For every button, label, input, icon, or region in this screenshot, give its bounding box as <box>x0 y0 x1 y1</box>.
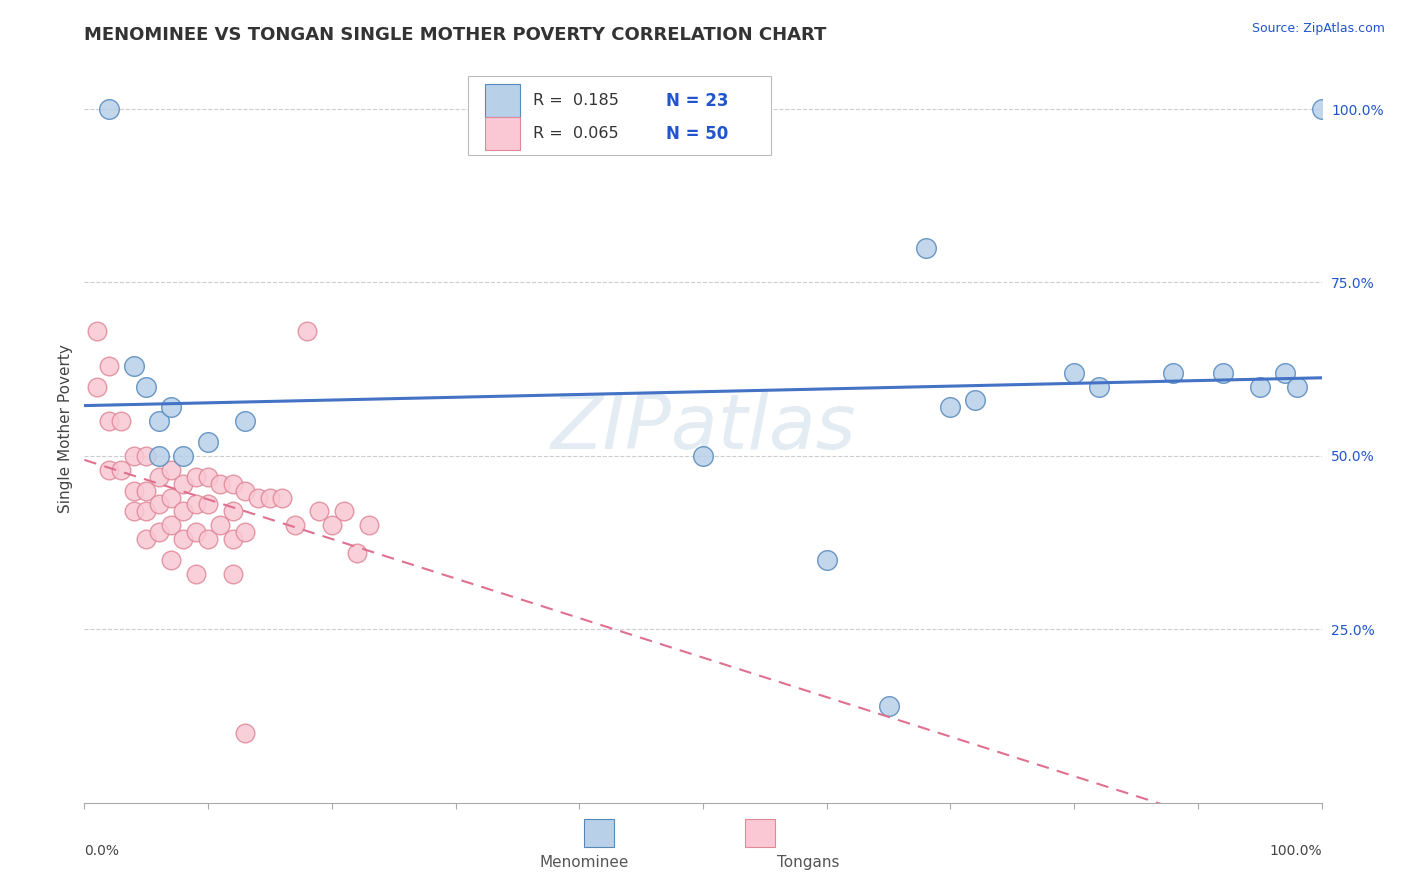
Tongans <box>321 518 343 533</box>
Text: 100.0%: 100.0% <box>1270 844 1322 858</box>
Tongans <box>98 359 121 373</box>
Text: ZIPatlas: ZIPatlas <box>550 392 856 465</box>
Tongans <box>160 463 183 477</box>
Menominee <box>1212 366 1234 380</box>
Menominee <box>692 449 714 463</box>
Menominee <box>98 102 121 116</box>
Text: N = 23: N = 23 <box>666 92 728 110</box>
Tongans <box>172 532 194 546</box>
Text: Source: ZipAtlas.com: Source: ZipAtlas.com <box>1251 22 1385 36</box>
Menominee <box>877 698 900 713</box>
FancyBboxPatch shape <box>745 819 775 847</box>
Tongans <box>184 566 207 581</box>
Tongans <box>333 504 356 518</box>
Tongans <box>122 483 145 498</box>
Tongans <box>209 476 232 491</box>
Tongans <box>233 525 256 540</box>
FancyBboxPatch shape <box>585 819 614 847</box>
Tongans <box>135 504 157 518</box>
Tongans <box>197 498 219 512</box>
Menominee <box>1063 366 1085 380</box>
Tongans <box>172 476 194 491</box>
Tongans <box>295 324 318 338</box>
Text: N = 50: N = 50 <box>666 125 728 143</box>
Tongans <box>222 476 245 491</box>
Tongans <box>110 463 132 477</box>
Menominee <box>1161 366 1184 380</box>
Tongans <box>86 324 108 338</box>
Text: 0.0%: 0.0% <box>84 844 120 858</box>
Tongans <box>233 726 256 740</box>
Text: R =  0.185: R = 0.185 <box>533 94 620 108</box>
Menominee <box>233 414 256 428</box>
Tongans <box>308 504 330 518</box>
FancyBboxPatch shape <box>485 84 520 117</box>
Tongans <box>135 449 157 463</box>
Menominee <box>1088 379 1111 393</box>
Tongans <box>197 532 219 546</box>
Tongans <box>148 525 170 540</box>
Tongans <box>246 491 269 505</box>
Tongans <box>122 449 145 463</box>
Menominee <box>122 359 145 373</box>
Tongans <box>184 498 207 512</box>
Tongans <box>86 379 108 393</box>
Tongans <box>98 414 121 428</box>
Tongans <box>222 504 245 518</box>
Y-axis label: Single Mother Poverty: Single Mother Poverty <box>58 343 73 513</box>
Tongans <box>346 546 368 560</box>
Tongans <box>148 498 170 512</box>
Menominee <box>148 414 170 428</box>
Text: MENOMINEE VS TONGAN SINGLE MOTHER POVERTY CORRELATION CHART: MENOMINEE VS TONGAN SINGLE MOTHER POVERT… <box>84 26 827 44</box>
Menominee <box>135 379 157 393</box>
Tongans <box>271 491 294 505</box>
Menominee <box>1249 379 1271 393</box>
Tongans <box>184 469 207 483</box>
Menominee <box>172 449 194 463</box>
Tongans <box>98 463 121 477</box>
FancyBboxPatch shape <box>485 117 520 150</box>
Tongans <box>284 518 307 533</box>
Tongans <box>135 483 157 498</box>
Tongans <box>222 566 245 581</box>
Tongans <box>172 504 194 518</box>
Tongans <box>135 532 157 546</box>
Menominee <box>965 393 987 408</box>
Tongans <box>259 491 281 505</box>
Menominee <box>1285 379 1308 393</box>
Menominee <box>197 435 219 450</box>
Menominee <box>1274 366 1296 380</box>
Tongans <box>357 518 380 533</box>
Menominee <box>160 401 183 415</box>
Tongans <box>160 553 183 567</box>
Tongans <box>148 469 170 483</box>
Tongans <box>184 525 207 540</box>
Tongans <box>209 518 232 533</box>
Menominee <box>148 449 170 463</box>
Tongans <box>122 504 145 518</box>
Menominee <box>1310 102 1333 116</box>
Menominee <box>939 401 962 415</box>
FancyBboxPatch shape <box>468 76 770 154</box>
Tongans <box>160 518 183 533</box>
Tongans <box>233 483 256 498</box>
Tongans <box>160 491 183 505</box>
Menominee <box>914 241 936 255</box>
Text: Tongans: Tongans <box>778 855 839 871</box>
Tongans <box>110 414 132 428</box>
Tongans <box>222 532 245 546</box>
Text: R =  0.065: R = 0.065 <box>533 126 619 141</box>
Menominee <box>815 553 838 567</box>
Tongans <box>197 469 219 483</box>
Text: Menominee: Menominee <box>540 855 628 871</box>
